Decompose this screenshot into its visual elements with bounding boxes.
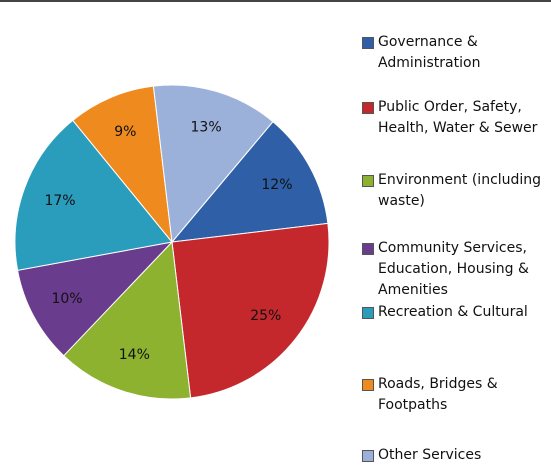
- slice: [170, 121, 329, 243]
- data-label: 9%: [114, 124, 136, 140]
- slice: [171, 222, 330, 399]
- data-label: 25%: [250, 308, 281, 324]
- legend-item: Environment (including waste): [362, 170, 550, 212]
- legend-item: Community Services, Education, Housing &…: [362, 238, 550, 301]
- legend-item: Governance & Administration: [362, 32, 550, 74]
- legend-item: Other Services: [362, 445, 550, 465]
- legend-label: Governance & Administration: [378, 34, 481, 71]
- legend-label: Public Order, Safety, Health, Water & Se…: [378, 99, 538, 136]
- legend-label: Community Services, Education, Housing &…: [378, 240, 529, 298]
- slice: [14, 119, 173, 271]
- legend-swatch: [362, 307, 374, 319]
- data-label: 13%: [191, 120, 222, 136]
- legend-swatch: [362, 37, 374, 49]
- legend-label: Roads, Bridges & Footpaths: [378, 376, 498, 413]
- legend-swatch: [362, 450, 374, 462]
- slice: [16, 241, 174, 357]
- legend-item: Roads, Bridges & Footpaths: [362, 374, 550, 416]
- legend-item: Public Order, Safety, Health, Water & Se…: [362, 97, 550, 139]
- data-label: 17%: [44, 193, 75, 209]
- legend-label: Environment (including waste): [378, 172, 542, 209]
- data-label: 14%: [119, 347, 150, 363]
- slice: [63, 240, 192, 400]
- legend-item: Recreation & Cultural: [362, 302, 550, 323]
- data-label: 10%: [51, 291, 82, 307]
- legend-swatch: [362, 102, 374, 114]
- legend-label: Recreation & Cultural: [378, 304, 528, 320]
- legend-swatch: [362, 379, 374, 391]
- slice: [152, 84, 274, 244]
- legend-swatch: [362, 243, 374, 255]
- legend-label: Other Services: [378, 447, 482, 463]
- data-label: 12%: [261, 177, 292, 193]
- legend-swatch: [362, 175, 374, 187]
- slice: [72, 85, 173, 244]
